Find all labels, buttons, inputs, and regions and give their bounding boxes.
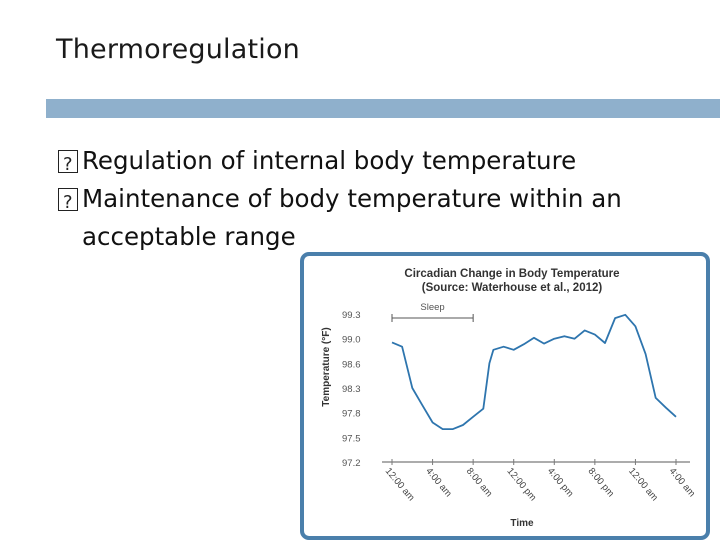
circadian-temperature-chart: Circadian Change in Body Temperature (So… <box>321 268 698 529</box>
y-axis-label: Temperature (°F) <box>321 327 332 406</box>
x-axis-label: Time <box>510 518 534 529</box>
y-tick-label: 97.5 <box>342 433 361 444</box>
x-tick-label: 4:00 am <box>423 466 454 499</box>
x-tick-label: 12:00 am <box>626 466 660 503</box>
x-tick-label: 4:00 pm <box>545 466 576 499</box>
missing-glyph-bullet-icon <box>58 146 78 184</box>
bullet-text: Maintenance of body temperature within a… <box>82 184 622 251</box>
missing-glyph-bullet-icon <box>58 184 78 222</box>
y-tick-label: 97.2 <box>342 458 361 469</box>
sleep-annotation-label: Sleep <box>420 302 444 313</box>
y-tick-label: 97.8 <box>342 409 361 420</box>
temperature-series-line <box>391 313 677 431</box>
y-tick-label: 98.6 <box>342 359 361 370</box>
chart-frame: Circadian Change in Body Temperature (So… <box>300 252 710 540</box>
bullet-item: Maintenance of body temperature within a… <box>58 180 698 256</box>
x-tick-label: 8:00 pm <box>586 466 617 499</box>
chart-title: Circadian Change in Body Temperature <box>404 268 619 280</box>
x-tick-label: 12:00 am <box>383 466 417 503</box>
slide-title: Thermoregulation <box>56 34 300 65</box>
x-tick-label: 8:00 am <box>464 466 495 499</box>
x-tick-label: 4:00 am <box>667 466 698 499</box>
y-tick-label: 98.3 <box>342 384 361 395</box>
x-tick-label: 12:00 pm <box>504 466 538 503</box>
title-divider-band <box>46 99 720 118</box>
bullet-item: Regulation of internal body temperature <box>58 142 698 184</box>
bullet-list: Regulation of internal body temperature … <box>58 142 698 256</box>
chart-subtitle: (Source: Waterhouse et al., 2012) <box>422 282 603 294</box>
y-tick-label: 99.0 <box>342 335 361 346</box>
y-tick-label: 99.3 <box>342 310 361 321</box>
bullet-text: Regulation of internal body temperature <box>82 146 577 175</box>
